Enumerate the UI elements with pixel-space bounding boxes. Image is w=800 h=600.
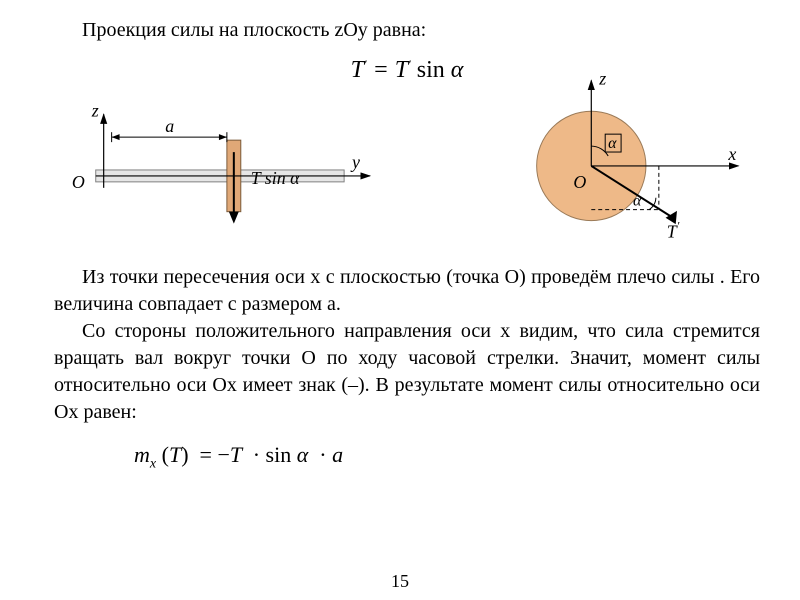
label-z2: z [598, 68, 606, 88]
label-z: z [91, 100, 99, 120]
label-O2: O [573, 172, 586, 192]
label-alpha2: α [633, 193, 642, 210]
equation-2: mx (T) = −T · sin α · a [134, 442, 760, 472]
label-a: a [165, 116, 174, 136]
label-Tprime: T′ [667, 219, 680, 242]
page-number: 15 [391, 571, 409, 592]
label-Tsin: T sin α [251, 168, 300, 188]
paragraph-1: Из точки пересечения оси x с плоскостью … [54, 264, 760, 318]
label-alpha1: α [608, 135, 617, 152]
figure-row: z a y O T sin α [54, 92, 760, 246]
intro-text: Проекция силы на плоскость zOy равна: [54, 18, 760, 43]
label-x: x [727, 144, 736, 164]
figure-left: z a y O T sin α [54, 92, 392, 232]
label-O: O [72, 172, 85, 192]
figure-right: z x O α α T′ [482, 66, 760, 246]
label-y: y [350, 152, 360, 172]
paragraph-2: Со стороны положительного направления ос… [54, 318, 760, 426]
